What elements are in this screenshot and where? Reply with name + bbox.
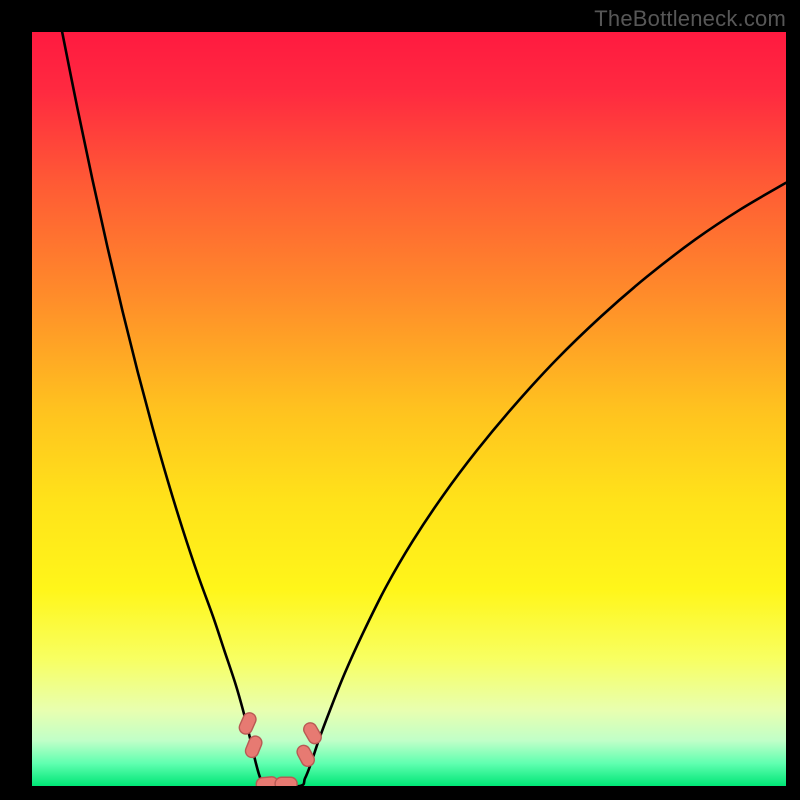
chart-svg [32,32,786,786]
plot-area [32,32,786,786]
watermark-text: TheBottleneck.com [594,6,786,32]
data-marker [275,777,297,786]
chart-background [32,32,786,786]
